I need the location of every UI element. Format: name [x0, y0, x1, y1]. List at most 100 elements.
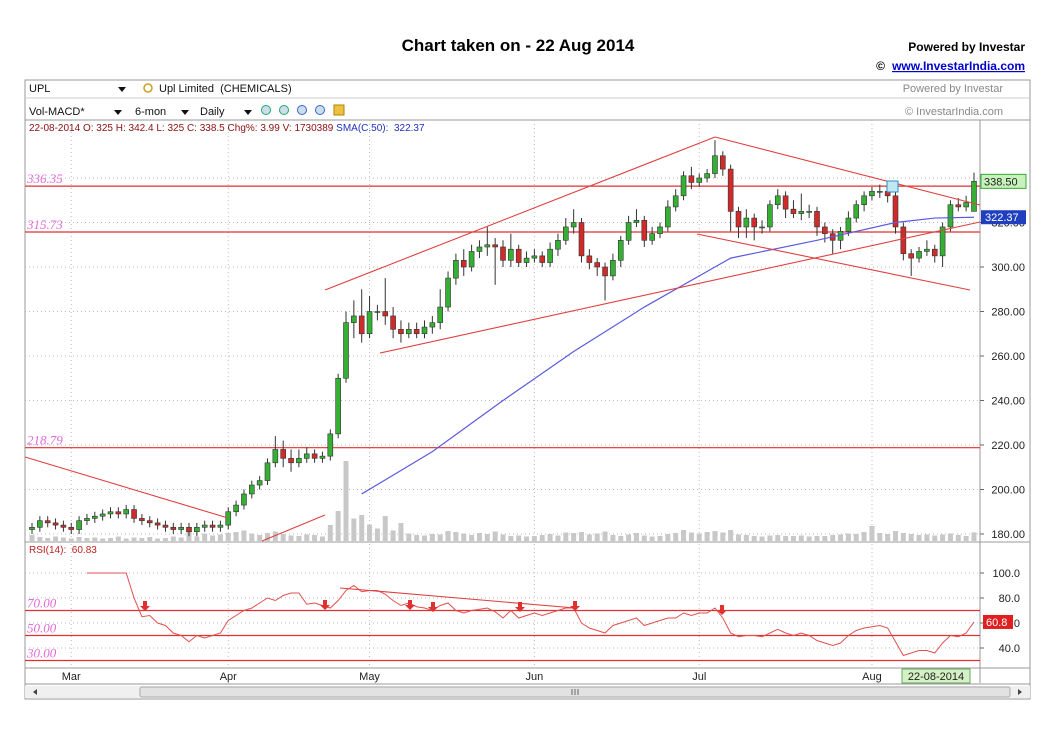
candle-body [131, 509, 137, 519]
candle-body [146, 520, 153, 524]
volume-bar [798, 535, 804, 541]
dividend-icon[interactable] [886, 180, 899, 193]
dropdown-arrow[interactable] [114, 110, 122, 115]
candle-body [806, 211, 812, 213]
volume-bar [469, 535, 475, 541]
volume-bar [249, 533, 255, 541]
candle-body [924, 248, 930, 252]
candle-body [617, 240, 624, 261]
candle-body [570, 222, 577, 228]
candle-body [68, 527, 75, 530]
candle-body [217, 524, 224, 528]
candle-body [900, 226, 907, 254]
candle-body [484, 244, 491, 248]
trend-line [324, 136, 716, 291]
volume-bar [60, 537, 66, 541]
volume-bar [280, 534, 286, 541]
symbol-select[interactable]: UPL [29, 83, 50, 95]
volume-bar [673, 533, 679, 541]
candle-body [774, 195, 781, 206]
y-tick-label: 240.00 [991, 395, 1025, 407]
search-icon[interactable] [143, 83, 153, 93]
volume-bar [712, 531, 718, 541]
candle-body [209, 524, 216, 528]
zoom-out[interactable] [279, 105, 289, 115]
period-select[interactable]: 6-mon [135, 106, 166, 118]
info-item: 3.99 [260, 123, 280, 134]
volume-bar [547, 534, 553, 541]
y-tick-label: 220.00 [991, 440, 1025, 452]
candle-body [366, 311, 373, 335]
candle-body [256, 480, 263, 486]
candle-body [798, 211, 805, 214]
indicator-select[interactable]: Vol-MACD* [29, 106, 85, 118]
candle-body [115, 511, 122, 515]
zoom-tools[interactable] [261, 104, 345, 116]
level-label: 50.00 [27, 621, 57, 636]
volume-bar [414, 535, 420, 541]
settings[interactable] [333, 104, 345, 116]
x-tick-label: Apr [220, 671, 237, 683]
candle-body [712, 155, 718, 174]
volume-bar [775, 535, 781, 541]
volume-bar [210, 535, 216, 541]
zoom-reset[interactable] [315, 105, 325, 115]
info-item: 322.37 [394, 123, 425, 134]
candle-body [37, 520, 43, 528]
zoom-in[interactable] [261, 105, 271, 115]
candle-body [351, 315, 357, 323]
site-link[interactable]: www.InvestarIndia.com [891, 59, 1025, 73]
candle-body [743, 217, 750, 228]
candle-body [84, 518, 90, 521]
candle-body [241, 493, 247, 506]
volume-bar [940, 534, 946, 541]
volume-bar [29, 535, 35, 541]
toolbar-powered: Powered by Investar [903, 83, 1004, 95]
zoom-fit[interactable] [297, 105, 307, 115]
volume-bar [704, 532, 710, 541]
volume-bar [422, 535, 427, 541]
volume-bar [830, 535, 836, 541]
trend-line [696, 233, 971, 291]
interval-select[interactable]: Daily [200, 106, 225, 118]
volume-bar [649, 536, 655, 541]
candle-body [170, 527, 177, 530]
info-item: C: [187, 123, 197, 134]
candle-body [727, 168, 734, 212]
candle-body [413, 328, 420, 335]
volume-bar [516, 535, 522, 541]
copyright: © [876, 59, 885, 73]
candle-body [892, 195, 899, 228]
level-label: 336.35 [26, 171, 63, 186]
scroll-left[interactable] [33, 689, 37, 695]
candle-body [398, 328, 404, 335]
volume-bar [437, 534, 443, 541]
dropdown-arrow[interactable] [118, 87, 126, 92]
candle-body [665, 206, 671, 228]
x-current-date: 22-08-2014 [908, 671, 964, 683]
candle-body [327, 433, 334, 457]
candle-body [767, 204, 773, 228]
volume-bar [500, 534, 506, 541]
trend-line [339, 587, 576, 609]
dropdown-arrow[interactable] [244, 110, 252, 115]
last-price-box [980, 173, 1027, 189]
x-tick-label: Jul [692, 671, 706, 683]
volume-bar [359, 515, 365, 541]
volume-bar [594, 533, 600, 541]
dropdown-arrow[interactable] [181, 110, 189, 115]
candle-body [539, 255, 546, 263]
volume-bar [257, 535, 263, 541]
scroll-right[interactable] [1018, 689, 1022, 695]
candle-body [233, 504, 239, 513]
volume-bar [626, 534, 632, 541]
volume-bar [429, 534, 435, 541]
y-tick-label: 280.00 [991, 306, 1025, 318]
info-item: SMA(C.50): [336, 123, 388, 134]
trend-lines [24, 136, 981, 615]
info-item: H: [116, 123, 126, 134]
candle-body [562, 226, 569, 241]
candle-body [421, 326, 428, 335]
page-title: Chart taken on - 22 Aug 2014 [402, 36, 635, 55]
